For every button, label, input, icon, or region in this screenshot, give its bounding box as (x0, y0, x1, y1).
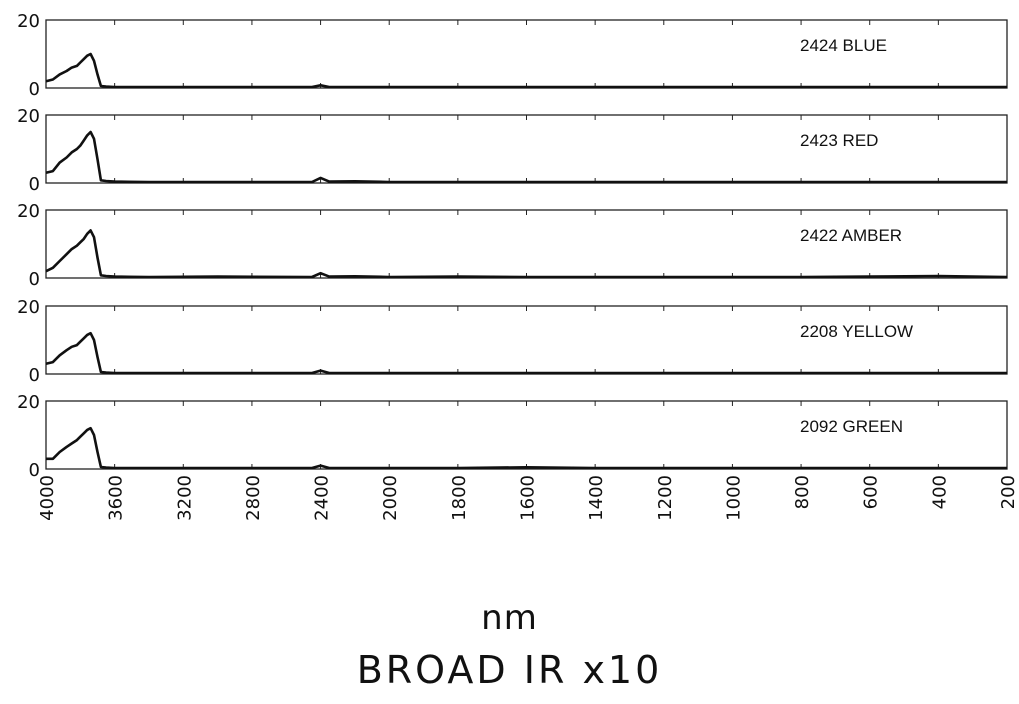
x-tick-label: 400 (929, 475, 950, 509)
y-tick-label: 20 (17, 392, 40, 413)
series-line (45, 52, 1007, 89)
series-line (45, 229, 1008, 279)
y-tick-label: 20 (17, 201, 40, 222)
panel-label: 2423 RED (800, 131, 878, 150)
x-tick-label: 2400 (312, 475, 333, 521)
y-tick-label: 0 (29, 269, 40, 290)
x-tick-label: 800 (792, 475, 813, 509)
x-tick-label: 1800 (449, 475, 470, 521)
x-tick-label: 200 (998, 475, 1019, 509)
panel-label: 2422 AMBER (800, 226, 902, 245)
x-tick-label: 2000 (380, 475, 401, 521)
panel-label: 2424 BLUE (800, 36, 887, 55)
x-tick-label: 1600 (518, 475, 539, 521)
x-axis-label: nm (481, 598, 538, 638)
series-line (45, 331, 1007, 375)
series-line (45, 130, 1007, 184)
x-tick-label: 1000 (723, 475, 744, 521)
series-line (46, 426, 1007, 470)
y-tick-label: 0 (29, 174, 40, 195)
y-tick-label: 0 (29, 460, 40, 481)
x-tick-label: 3600 (106, 475, 127, 521)
y-tick-label: 0 (29, 79, 40, 100)
x-tick-label: 4000 (37, 475, 58, 521)
panel-label: 2092 GREEN (800, 417, 903, 436)
panel-label: 2208 YELLOW (800, 322, 913, 341)
y-tick-label: 20 (17, 11, 40, 32)
x-tick-label: 2800 (243, 475, 264, 521)
x-tick-label: 600 (861, 475, 882, 509)
y-tick-label: 20 (17, 297, 40, 318)
y-tick-label: 0 (29, 365, 40, 386)
figure-caption: BROAD IR x10 (356, 648, 663, 692)
x-tick-label: 1400 (586, 475, 607, 521)
x-tick-label: 1200 (655, 475, 676, 521)
y-tick-label: 20 (17, 106, 40, 127)
x-tick-label: 3200 (174, 475, 195, 521)
